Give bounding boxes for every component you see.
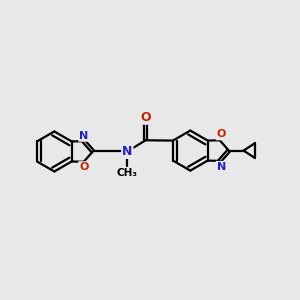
Text: N: N (217, 162, 226, 172)
Text: O: O (140, 111, 151, 124)
Text: CH₃: CH₃ (117, 168, 138, 178)
Text: O: O (79, 162, 88, 172)
Text: N: N (79, 131, 88, 141)
Text: O: O (217, 129, 226, 140)
Text: N: N (122, 145, 133, 158)
